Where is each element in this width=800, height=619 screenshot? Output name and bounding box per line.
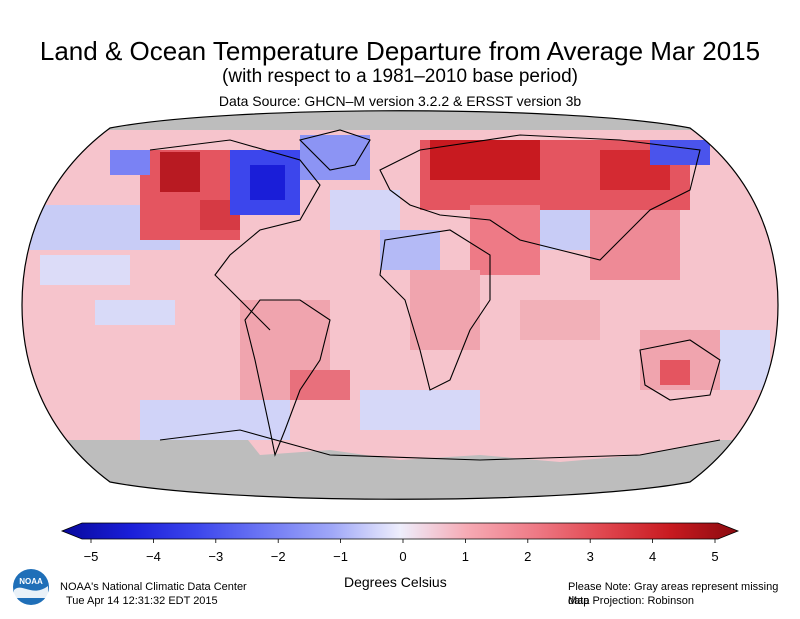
south-america-outline (244, 299, 331, 457)
pacific-cool-patch (40, 255, 130, 285)
antarctica-outline (159, 429, 721, 461)
indian-ocean-warm (520, 300, 600, 340)
australia-hot-spot (660, 360, 690, 385)
colorbar-tick-label: −3 (208, 549, 223, 564)
bering-cold (110, 150, 150, 175)
north-america-outline (149, 139, 321, 331)
greenland-cold (300, 135, 370, 180)
far-east-russia-cold (650, 140, 710, 165)
colorbar-tick-label: 5 (711, 549, 718, 564)
missing-data-note: Please Note: Gray areas represent missin… (568, 581, 779, 607)
middle-east-warm (470, 205, 540, 275)
china-warm (590, 210, 680, 280)
colorbar-ticks: −5 −4 −3 −2 −1 0 1 2 3 4 5 (84, 539, 719, 564)
colorbar-ramp (60, 522, 740, 540)
noaa-logo: NOAA (13, 569, 49, 605)
africa-outline (379, 229, 491, 391)
projection-note: Map Projection: Robinson (568, 595, 694, 607)
colorbar-tick-label: 4 (649, 549, 656, 564)
colorbar-tick-label: 1 (462, 549, 469, 564)
colorbar-tick-label: −5 (84, 549, 99, 564)
colorbar-tick-label: −1 (333, 549, 348, 564)
map-subtitle: (with respect to a 1981–2010 base period… (222, 66, 578, 87)
south-atlantic-warm (290, 370, 350, 400)
central-asia-cool (540, 210, 590, 250)
colorbar-tick-label: 0 (399, 549, 406, 564)
colorbar-tick-label: −2 (271, 549, 286, 564)
hudson-bay-cold (250, 165, 285, 200)
colorbar: −5 −4 −3 −2 −1 0 1 2 3 4 5 (60, 522, 740, 564)
globe-outline (21, 110, 779, 500)
australia-outline (639, 339, 721, 401)
coastlines (149, 129, 721, 461)
tropical-pacific-cool (95, 300, 175, 325)
colorbar-tick-label: 2 (524, 549, 531, 564)
anomaly-field (22, 110, 778, 500)
colorbar-label: Degrees Celsius (344, 574, 447, 590)
alaska-warm (160, 152, 200, 192)
map-title: Land & Ocean Temperature Departure from … (39, 36, 761, 66)
greenland-outline (298, 129, 371, 171)
colorbar-tick-label: 3 (587, 549, 594, 564)
timestamp: Tue Apr 14 12:31:32 EDT 2015 (66, 595, 218, 607)
south-atlantic-cool (360, 390, 480, 430)
data-source: Data Source: GHCN–M version 3.2.2 & ERSS… (218, 93, 582, 109)
atlantic-cool-patch (330, 190, 400, 230)
arctic-missing (22, 110, 778, 130)
noaa-logo-text: NOAA (19, 577, 43, 586)
russia-warm (430, 140, 540, 180)
africa-warm (410, 270, 480, 350)
eurasia-outline (379, 134, 701, 261)
center-name: NOAA's National Climatic Data Center (60, 581, 247, 593)
colorbar-tick-label: −4 (146, 549, 161, 564)
